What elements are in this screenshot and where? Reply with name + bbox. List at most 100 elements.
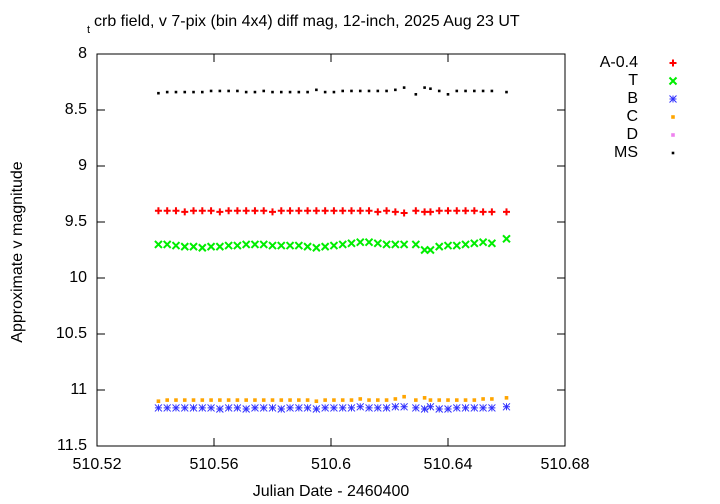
data-point [268,241,277,250]
data-point [463,398,468,402]
data-point [295,207,303,215]
data-point [191,398,196,402]
data-point [453,207,461,215]
data-point [470,404,479,412]
data-point [373,404,382,412]
data-point [402,394,406,399]
data-point [435,242,444,251]
data-point [444,405,452,413]
data-point [462,207,470,215]
data-point [443,241,453,250]
data-point [420,405,429,413]
data-point [294,241,304,250]
data-point [180,404,189,412]
data-point [294,404,303,412]
data-point [470,207,478,215]
y-tick-label: 9.5 [65,213,87,230]
data-point [446,398,450,402]
data-point [426,208,434,216]
data-point [157,91,160,95]
data-point [198,207,206,215]
data-point [347,207,355,215]
data-point [488,208,496,216]
data-point [505,90,508,94]
data-point [452,404,461,412]
data-point [224,241,233,250]
data-point [279,90,283,94]
data-point [400,402,408,411]
y-axis-label: Approximate v magnitude [9,161,26,343]
data-point [163,404,172,412]
data-point [312,405,321,413]
data-point [481,89,485,93]
data-point [207,207,215,215]
data-point [198,404,207,412]
data-point [382,404,391,412]
data-point [315,88,318,92]
data-point [487,239,497,248]
data-point [250,240,260,249]
data-point [338,240,347,249]
data-point [414,398,418,402]
data-point [312,207,320,215]
legend-label: D [626,126,638,143]
data-point [253,90,257,94]
y-tick-label: 10.5 [56,325,87,342]
data-point [464,89,467,93]
data-point [314,399,319,403]
data-point [209,89,213,93]
legend-swatch [671,151,675,155]
data-point [437,398,442,402]
data-point [444,207,452,215]
data-point [479,404,487,412]
data-point [338,404,347,412]
data-point [358,89,362,93]
data-point [461,404,470,412]
data-point [347,404,356,412]
data-point [321,404,330,412]
data-point [209,398,213,402]
x-tick-label: 510.52 [73,456,122,473]
data-point [373,239,383,248]
data-point [411,404,420,412]
data-point [478,237,488,247]
data-point [218,89,222,93]
data-point [260,207,268,215]
data-point [189,242,198,251]
legend-label: C [626,108,638,125]
data-point [225,207,233,215]
data-point [285,241,295,250]
data-point [391,240,400,249]
data-point [162,240,172,249]
data-point [411,240,421,249]
data-point [244,90,248,94]
data-point [174,398,178,402]
data-point [503,208,510,216]
data-point [303,404,312,412]
data-point [306,90,309,94]
x-tick-label: 510.64 [424,456,473,473]
data-point [271,90,274,94]
data-point [414,93,418,96]
data-point [286,404,294,412]
data-point [218,398,222,402]
data-point [429,87,432,91]
legend-swatch [669,59,677,67]
data-point [426,402,435,411]
data-point [286,207,294,215]
data-point [455,89,459,93]
data-point [358,397,363,401]
data-point [183,90,187,94]
data-point [269,208,276,216]
data-point [236,89,239,93]
data-point [490,397,494,401]
data-point [504,396,509,400]
y-tick-label: 10 [69,269,87,286]
data-point [385,89,388,93]
data-point [473,89,476,93]
data-point [251,207,259,215]
data-point [364,237,374,247]
data-point [502,234,511,244]
data-point [154,207,162,215]
